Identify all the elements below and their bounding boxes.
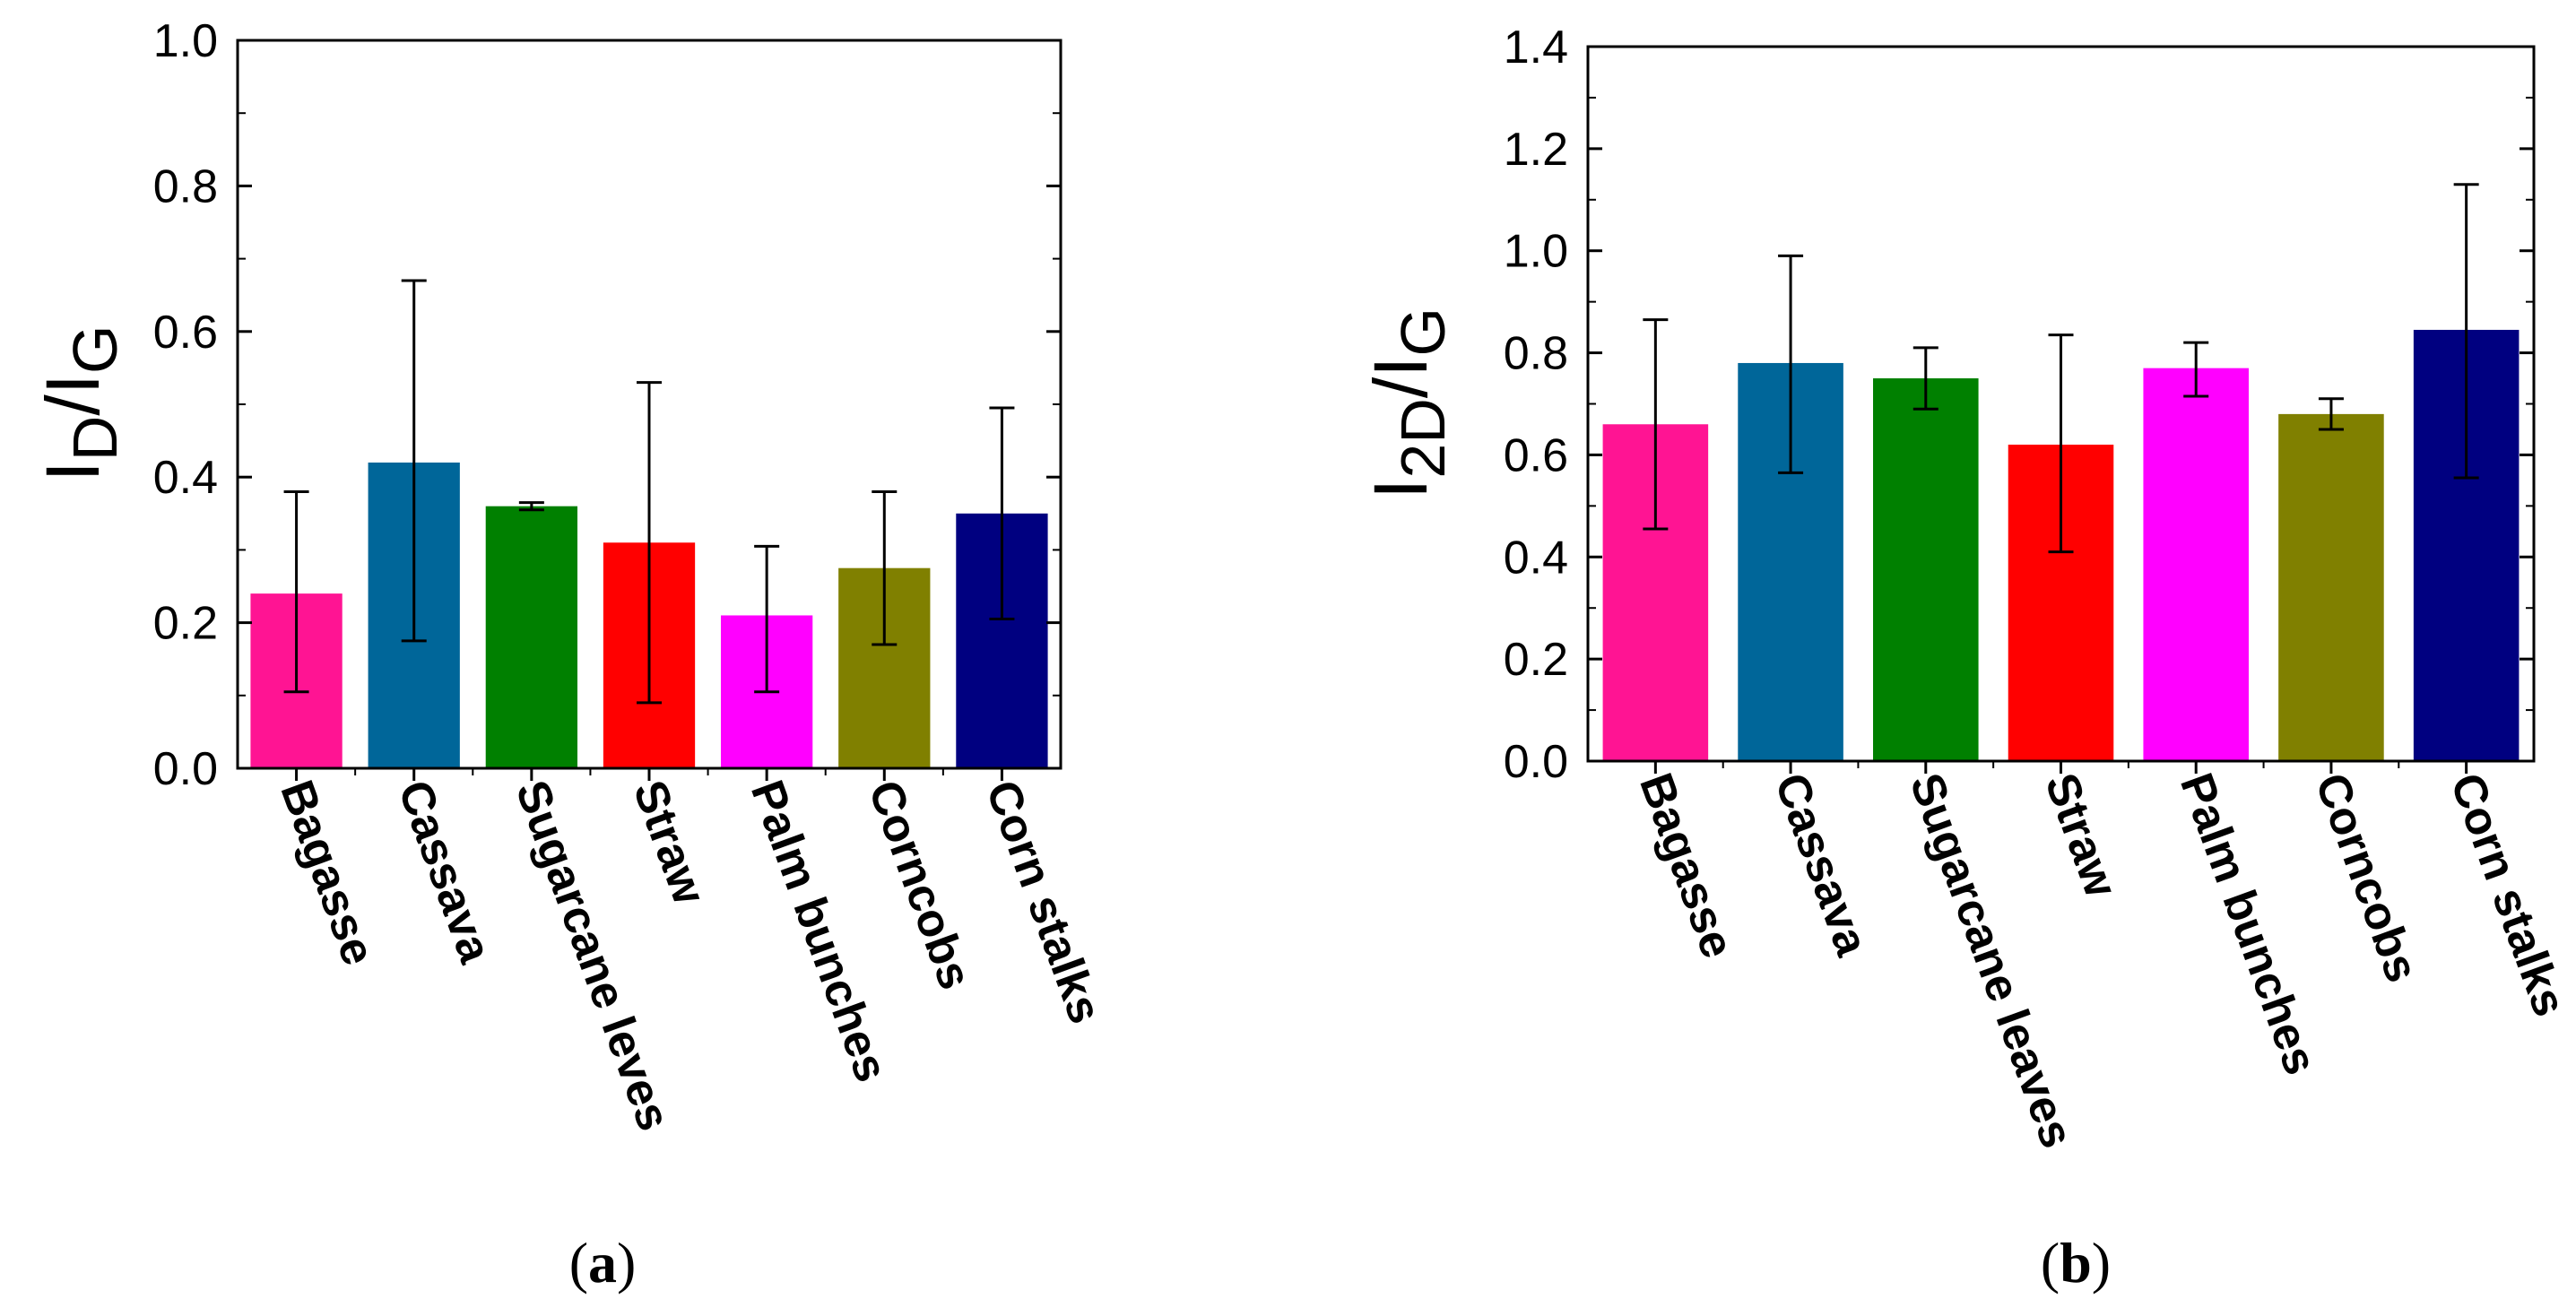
chart-a-ylabel-sub2: G [60, 325, 130, 373]
chart-a-ytick-label: 0.4 [153, 452, 218, 504]
chart-a-bar [485, 506, 578, 768]
chart-b-ylabel: I2D/IG [1358, 307, 1458, 499]
chart-b-ytick-label: 1.4 [1504, 22, 1568, 74]
chart-b-category-label: Corncobs [2305, 766, 2429, 989]
chart-b-panel-label-letter: b [2060, 1231, 2092, 1294]
chart-b-category-label: Straw [2034, 766, 2127, 904]
chart-a-ylabel: ID/IG [30, 325, 130, 481]
chart-b-ylabel-slash: / [1358, 377, 1443, 398]
chart-b-panel-label: (b) [2041, 1231, 2111, 1294]
chart-a-ytick-label: 0.2 [153, 598, 218, 650]
chart-b-panel-label-close: ) [2092, 1231, 2111, 1294]
chart-a-ytick-label: 0.8 [153, 160, 218, 212]
chart-b-category-label: Palm bunches [2170, 766, 2327, 1081]
chart-b-category-label: Cassava [1765, 766, 1878, 963]
chart-a-category-label: Bagasse [270, 774, 385, 972]
chart-a-ytick-label: 1.0 [153, 15, 218, 67]
chart-b-ytick-label: 0.0 [1504, 736, 1568, 788]
chart-b-bar [1873, 378, 1979, 761]
chart-a-ylabel-slash: / [30, 394, 115, 416]
chart-b-ytick-label: 0.2 [1504, 634, 1568, 686]
chart-b-ytick-label: 1.0 [1504, 226, 1568, 278]
chart-b-category-label: Corn stalks [2440, 766, 2575, 1023]
chart-b-ytick-label: 0.4 [1504, 532, 1568, 584]
chart-a-category-label: Straw [623, 774, 716, 911]
chart-a-category-label: Corn stalks [976, 774, 1111, 1030]
chart-b-bar [2278, 413, 2384, 761]
chart-b-ytick-label: 1.2 [1504, 124, 1568, 176]
chart-b-bar [2143, 368, 2249, 761]
chart-b-ylabel-main2: I [1358, 356, 1443, 377]
chart-b-ylabel-sub2: G [1388, 307, 1458, 356]
chart-a: 0.0 0.2 0.4 0.6 0.8 1.0 Bagasse Cassava Sugarcan… [0, 0, 1288, 1312]
chart-a-ytick-label: 0.0 [153, 743, 218, 795]
chart-a-panel-label-open: ( [569, 1231, 588, 1294]
chart-a-panel-label-letter: a [588, 1231, 617, 1294]
chart-b-ylabel-sub1: 2D [1388, 398, 1458, 478]
chart-a-category-label: Cassava [387, 774, 501, 970]
chart-a-ylabel-main1: I [30, 461, 115, 481]
chart-b-ylabel-main1: I [1358, 479, 1443, 499]
chart-a-category-label: Corncobs [858, 774, 982, 996]
chart-b-category-label: Bagasse [1629, 766, 1744, 965]
chart-a-ytick-label: 0.6 [153, 307, 218, 359]
chart-b-panel-label-open: ( [2041, 1231, 2060, 1294]
chart-a-ylabel-main2: I [30, 374, 115, 394]
chart-b: 0.0 0.2 0.4 0.6 0.8 1.0 1.2 1.4 Bagasse Cassava Su… [1288, 0, 2576, 1312]
chart-a-panel-label-close: ) [617, 1231, 636, 1294]
chart-b-ytick-label: 0.6 [1504, 429, 1568, 481]
chart-a-panel-label: (a) [569, 1231, 637, 1294]
chart-a-ylabel-sub1: D [60, 416, 130, 462]
chart-b-ytick-label: 0.8 [1504, 328, 1568, 380]
